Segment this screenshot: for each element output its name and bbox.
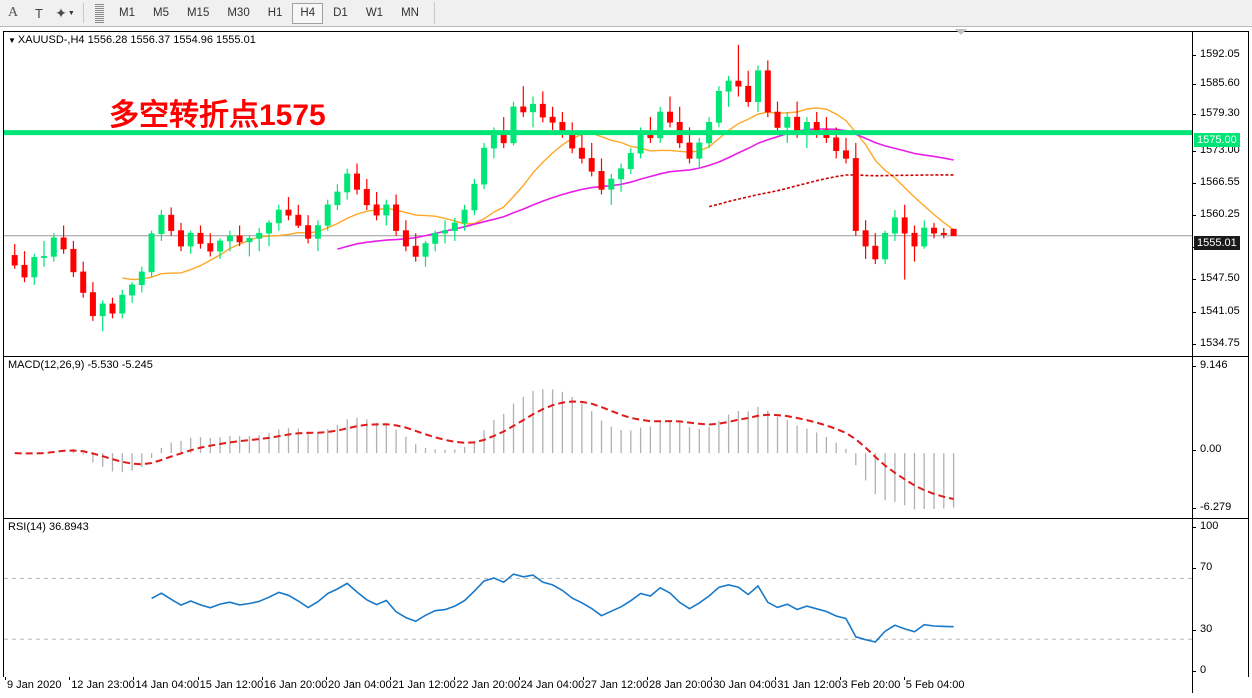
chart-toolbar: A T ✦ ▼ M1 M5 M15 M30 H1 H4 D1 W1 <box>0 0 1252 27</box>
toolbar-divider <box>83 3 84 23</box>
time-axis-label: 27 Jan 12:00 <box>584 679 649 691</box>
text-label-tool-button[interactable]: T <box>27 2 51 24</box>
time-axis-tick <box>197 677 199 680</box>
time-axis-label: 12 Jan 23:00 <box>71 679 135 691</box>
rsi-pane-title: RSI(14) 36.8943 <box>8 521 89 533</box>
timeframe-h4[interactable]: H4 <box>292 2 324 24</box>
price-pane-title-text: XAUUSD-,H4 1556.28 1556.37 1554.96 1555.… <box>17 34 256 46</box>
time-axis-tick <box>518 677 520 680</box>
macd-scale[interactable]: 9.146 0.00 -6.279 <box>1192 357 1248 518</box>
text-label-tool-label: T <box>35 5 43 21</box>
chevron-down-icon[interactable]: ▼ <box>8 36 16 45</box>
time-axis-label: 21 Jan 12:00 <box>392 679 456 691</box>
last-price-tag: 1555.01 <box>1194 236 1240 250</box>
drag-handle-icon[interactable] <box>95 3 104 23</box>
time-axis-label: 5 Feb 04:00 <box>905 679 965 691</box>
timeframe-m5[interactable]: M5 <box>152 6 169 19</box>
objects-tool-button[interactable]: ✦ ▼ <box>53 2 77 24</box>
drawing-tools-group: A T ✦ ▼ <box>0 0 78 26</box>
chart-annotation-text: 多空转折点1575 <box>109 99 326 132</box>
timeframe-d1[interactable]: D1 <box>333 6 348 19</box>
timeframe-selector: M1 M5 M15 M30 H1 H4 D1 W1 MN <box>110 2 428 24</box>
time-axis-tick <box>582 677 584 680</box>
timeframe-w1[interactable]: W1 <box>365 6 384 19</box>
chart-area[interactable]: ▼ XAUUSD-,H4 1556.28 1556.37 1554.96 1555… <box>3 31 1249 694</box>
text-label-icon: T <box>35 6 43 21</box>
time-axis[interactable]: 9 Jan 2020 12 Jan 23:00 14 Jan 04:00 15 Jan… <box>3 677 1249 698</box>
macd-plot[interactable] <box>4 357 1192 518</box>
time-axis-tick <box>839 677 841 680</box>
price-plot[interactable] <box>4 32 1192 356</box>
rsi-scale[interactable]: 100 70 30 0 <box>1192 519 1248 693</box>
time-axis-label: 9 Jan 2020 <box>7 679 62 691</box>
time-axis-tick <box>69 677 71 680</box>
timeframe-h1[interactable]: H1 <box>267 6 283 19</box>
macd-svg <box>14 389 955 510</box>
time-axis-tick <box>261 677 263 680</box>
time-axis-label: 30 Jan 04:00 <box>713 679 777 691</box>
time-axis-label: 15 Jan 12:00 <box>199 679 264 691</box>
price-pane[interactable]: ▼ XAUUSD-,H4 1556.28 1556.37 1554.96 1555… <box>4 32 1248 357</box>
time-axis-label: 3 Feb 20:00 <box>841 679 901 691</box>
time-axis-tick <box>647 677 648 680</box>
text-tool-label: A <box>7 5 19 20</box>
price-svg <box>4 44 1192 332</box>
level-price-tag: 1575.00 <box>1194 133 1240 147</box>
time-axis-tick <box>775 677 777 680</box>
chevron-down-icon[interactable]: ▼ <box>67 9 75 17</box>
price-pane-title: ▼ XAUUSD-,H4 1556.28 1556.37 1554.96 1555… <box>8 34 256 46</box>
timeframe-m30[interactable]: M30 <box>227 6 250 19</box>
time-axis-tick <box>903 677 905 680</box>
scroll-marker-icon[interactable] <box>955 29 967 35</box>
timeframe-m1[interactable]: M1 <box>119 6 135 19</box>
time-axis-tick <box>711 677 713 680</box>
timeframe-mn[interactable]: MN <box>401 6 419 19</box>
time-axis-label: 20 Jan 04:00 <box>328 679 392 691</box>
timeframe-m15[interactable]: M15 <box>186 6 210 19</box>
time-axis-label: 16 Jan 20:00 <box>263 679 328 691</box>
toolbar-divider-end <box>433 2 435 24</box>
rsi-plot[interactable] <box>4 519 1192 693</box>
text-tool-button[interactable]: A <box>1 2 25 24</box>
rsi-svg <box>4 573 1192 643</box>
time-axis-label: 14 Jan 04:00 <box>135 679 200 691</box>
time-axis-label: 24 Jan 04:00 <box>520 679 585 691</box>
macd-pane-title: MACD(12,26,9) -5.530 -5.245 <box>8 359 153 371</box>
time-axis-tick <box>326 677 327 680</box>
rsi-pane[interactable]: RSI(14) 36.8943 100 70 30 0 <box>4 519 1248 693</box>
price-scale[interactable]: 1592.05 1585.60 1579.30 1573.00 1566.55 … <box>1192 32 1248 356</box>
shapes-icon: ✦ <box>55 4 67 21</box>
macd-pane[interactable]: MACD(12,26,9) -5.530 -5.245 9.146 0.00 -… <box>4 357 1248 519</box>
time-axis-tick <box>390 677 392 680</box>
time-axis-tick <box>454 677 456 680</box>
time-axis-tick <box>5 677 6 680</box>
time-axis-tick <box>133 677 135 680</box>
time-axis-label: 31 Jan 12:00 <box>777 679 842 691</box>
time-axis-label: 22 Jan 20:00 <box>456 679 521 691</box>
time-axis-label: 28 Jan 20:00 <box>649 679 713 691</box>
